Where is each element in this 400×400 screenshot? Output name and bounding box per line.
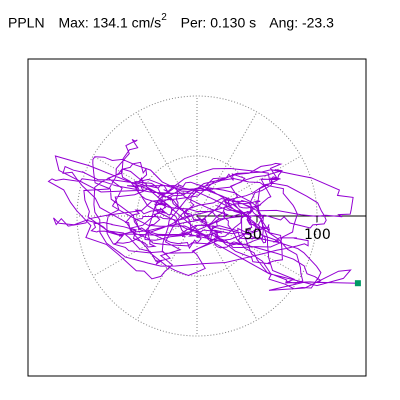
angle-label: Ang: [269,14,299,31]
ring-label-100: 100 [304,227,331,243]
angle-value: -23.3 [301,14,334,31]
station-name: PPLN [8,14,45,31]
orbit-trace [47,138,358,291]
period-value: 0.130 s [210,14,257,31]
max-exponent: 2 [161,12,167,23]
polar-spoke [136,215,198,321]
end-marker [354,280,361,287]
polar-spoke [136,111,198,217]
polar-spoke [196,215,258,321]
max-label: Max: [58,14,89,31]
chart-header: PPLN Max: 134.1 cm/s2 Per: 0.130 s Ang: … [8,12,334,31]
plot-frame [27,58,367,377]
polar-spoke [196,155,302,217]
max-value: 134.1 cm/s [92,14,162,31]
period-label: Per: [180,14,207,31]
ring-label-50: 50 [244,227,262,243]
polar-spoke [196,111,258,217]
